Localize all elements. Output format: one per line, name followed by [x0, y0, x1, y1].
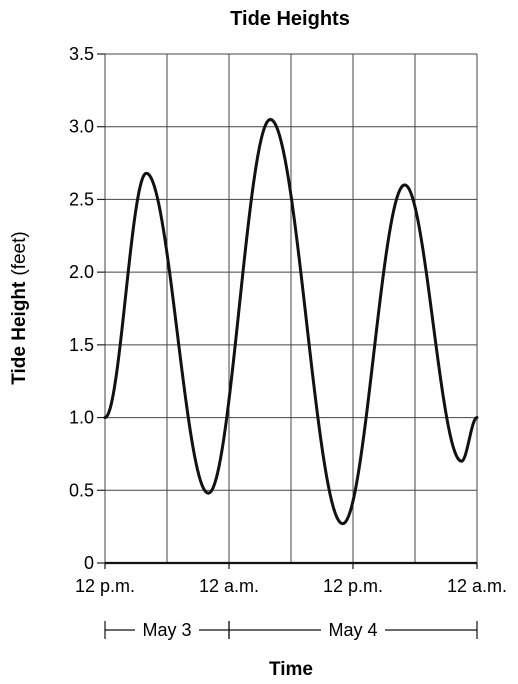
x-tick-labels: 12 p.m. 12 a.m. 12 p.m. 12 a.m.: [75, 563, 507, 596]
y-axis-label: Tide Height (feet): [9, 231, 30, 384]
x-tick-label: 12 a.m.: [447, 576, 507, 596]
x-tick-label: 12 p.m.: [323, 576, 383, 596]
y-tick-label: 2.5: [69, 189, 94, 209]
y-axis-label-unit: (feet): [9, 231, 30, 275]
y-tick-labels: 0 0.5 1.0 1.5 2.0 2.5 3.0 3.5: [69, 44, 105, 573]
y-tick-label: 3.0: [69, 117, 94, 137]
date-ranges: May 3 May 4: [104, 620, 478, 640]
x-axis-label: Time: [269, 659, 313, 680]
series-lines: [103, 117, 479, 526]
y-tick-label: 0: [84, 553, 94, 573]
y-axis-label-main: Tide Height: [9, 281, 30, 385]
y-tick-label: 2.0: [69, 262, 94, 282]
x-tick-label: 12 p.m.: [75, 576, 135, 596]
date-range-label: May 4: [328, 620, 377, 640]
tide-height-line: [103, 117, 479, 526]
x-tick-label: 12 a.m.: [199, 576, 259, 596]
y-tick-label: 1.0: [69, 408, 94, 428]
chart-title: Tide Heights: [230, 8, 350, 30]
y-tick-label: 3.5: [69, 44, 94, 64]
y-tick-label: 1.5: [69, 335, 94, 355]
y-tick-label: 0.5: [69, 480, 94, 500]
grid: [104, 53, 478, 563]
date-range-label: May 3: [142, 620, 191, 640]
